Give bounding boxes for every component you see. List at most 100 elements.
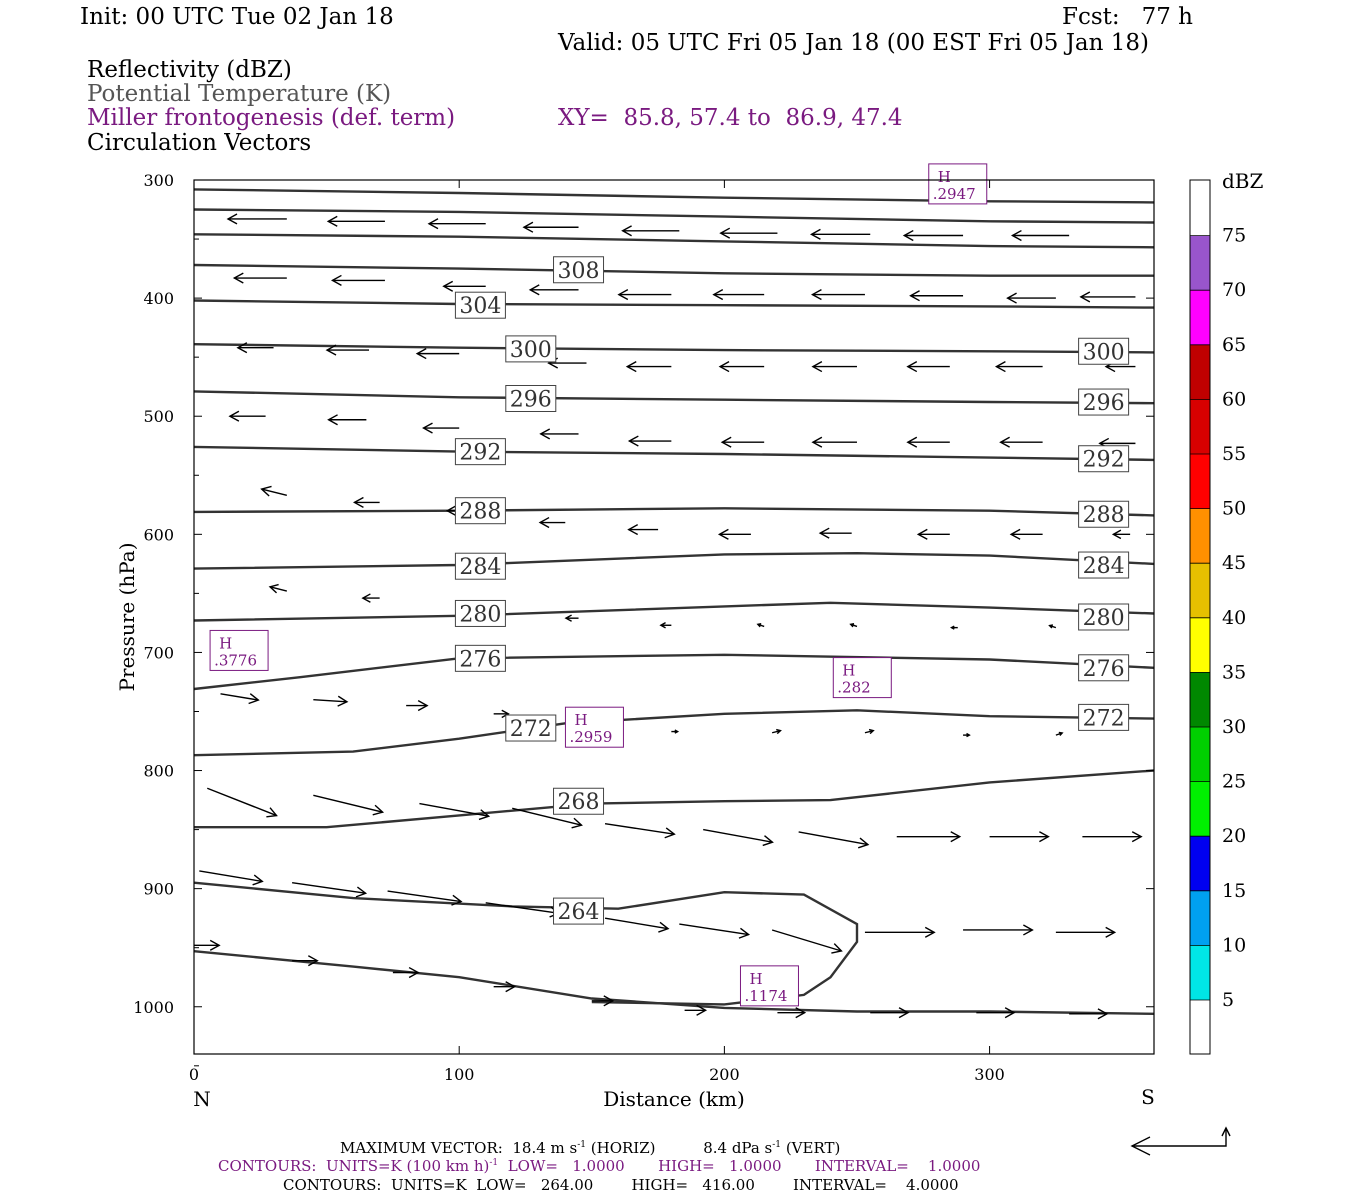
contour-label: 296: [1078, 388, 1130, 416]
vector-shaft: [604, 822, 675, 835]
circulation-vector: [864, 728, 875, 735]
circulation-vector: [849, 623, 858, 628]
vector-head: [442, 280, 454, 292]
circulation-vector: [326, 215, 385, 227]
circulation-vector: [771, 929, 843, 954]
vector-shaft: [604, 917, 669, 930]
vector-head: [1006, 292, 1017, 304]
vector-head: [417, 700, 429, 712]
vector-head: [1048, 624, 1054, 629]
circulation-vector: [976, 1007, 1016, 1019]
colorbar-swatch: [1190, 617, 1210, 673]
vector-head: [538, 516, 550, 529]
frontogenesis-high: H.3776: [209, 629, 269, 671]
circulation-vector: [870, 1007, 910, 1019]
contour-label-box: [1078, 388, 1130, 416]
circulation-vector: [617, 289, 672, 301]
y-tick-label: 500: [143, 407, 174, 426]
high-label: H: [219, 634, 232, 652]
footer-max-vector: MAXIMUM VECTOR: 18.4 m s-1 (HORIZ) 8.4 d…: [340, 1139, 841, 1157]
contour-label-box: [454, 599, 506, 627]
circulation-vector: [771, 728, 782, 735]
contour-label-box: [1078, 703, 1130, 731]
x-tick-label: 200: [709, 1065, 740, 1084]
vector-shaft: [679, 923, 749, 936]
vector-shaft: [798, 831, 869, 846]
colorbar-swatch: [1190, 563, 1210, 618]
contour-label-text: 300: [1083, 340, 1125, 365]
vector-head: [696, 1004, 708, 1016]
circulation-vector: [906, 436, 950, 448]
field-circulation-vectors: Circulation Vectors: [87, 130, 312, 156]
circulation-vector: [989, 831, 1050, 843]
circulation-vector: [292, 955, 319, 967]
contour-label-text: 292: [459, 441, 501, 466]
colorbar-label: 55: [1222, 443, 1246, 465]
vector-head: [1004, 1007, 1016, 1019]
vector-head: [228, 410, 240, 422]
contour-label-box: [454, 552, 506, 580]
plot-frame: [193, 179, 1155, 1055]
contour-label-box: [553, 256, 605, 284]
colorbar-swatch: [1190, 672, 1210, 727]
vector-head: [337, 695, 349, 707]
circulation-vector: [659, 622, 672, 629]
y-tick-label: 800: [143, 762, 174, 781]
circulation-vector: [199, 870, 264, 886]
vector-head: [857, 837, 870, 849]
vector-shaft: [313, 698, 347, 703]
colorbar-label: 50: [1222, 498, 1246, 520]
contour-label-text: 276: [1083, 657, 1125, 682]
x-left-label: N: [193, 1087, 211, 1111]
theta-contour-11: [193, 653, 1155, 691]
vector-head: [1131, 831, 1143, 843]
vector-head: [564, 614, 572, 622]
vector-head: [627, 435, 639, 447]
contour-label-box: [1078, 337, 1130, 365]
reference-vector-head-v: [1221, 1126, 1231, 1137]
circulation-vector: [325, 344, 370, 356]
circulation-vector: [387, 890, 463, 906]
vector-head: [1097, 1008, 1109, 1020]
vector-head: [762, 835, 774, 847]
circulation-vector: [236, 342, 274, 354]
vector-head: [408, 966, 420, 979]
circulation-vector: [228, 410, 266, 422]
circulation-vector: [999, 436, 1043, 448]
frontogenesis-high: H.2947: [928, 163, 988, 205]
contour-label-box: [505, 385, 557, 412]
contour-label: 264: [553, 897, 605, 925]
theta-contour-15: [193, 950, 1155, 1015]
contour-label-box: [1078, 654, 1130, 682]
circulation-vector: [756, 623, 765, 628]
circulation-vector: [232, 272, 287, 284]
contour-label: 292: [1078, 445, 1130, 473]
vector-head: [811, 361, 823, 373]
circulation-vector: [684, 1004, 708, 1016]
colorbar-swatch: [1190, 235, 1210, 291]
vector-head: [1023, 924, 1034, 936]
colorbar: 5 10 15 20 25 30 35 40 45 50 55 60 65 70 75 dBZ: [1189, 169, 1264, 1055]
vector-head: [849, 623, 855, 628]
vector-head: [831, 943, 843, 954]
circulation-vector: [220, 693, 260, 705]
colorbar-swatch: [1190, 290, 1210, 345]
circulation-vector: [194, 939, 221, 951]
theta-contour-0: [193, 188, 1155, 204]
circulation-vector: [260, 485, 287, 497]
vector-head: [505, 981, 517, 993]
contour-label-box: [505, 335, 557, 363]
vector-head: [236, 342, 248, 354]
vector-head: [327, 414, 338, 426]
vector-head: [627, 524, 639, 536]
vector-head: [248, 693, 260, 705]
circulation-vector: [493, 981, 517, 993]
vector-head: [625, 361, 637, 373]
high-value: .2947: [933, 185, 976, 203]
theta-contour-3: [193, 263, 1154, 277]
circulation-vector: [963, 924, 1034, 936]
colorbar-label: 65: [1222, 334, 1246, 356]
circulation-vector: [1048, 624, 1057, 629]
vector-head: [664, 827, 676, 839]
vector-head: [950, 625, 955, 630]
